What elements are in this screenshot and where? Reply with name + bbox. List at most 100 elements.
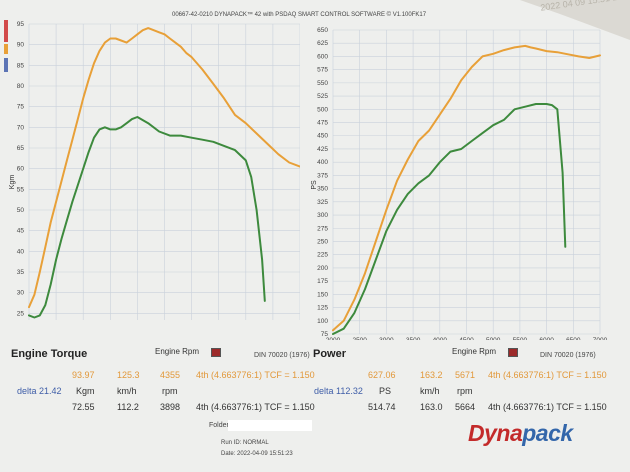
blue-tab (4, 58, 8, 72)
folder-redaction (228, 420, 312, 431)
y-tick-label: 350 (317, 186, 328, 193)
y-tick-label: 575 (317, 67, 328, 74)
rpm-unit: rpm (162, 386, 178, 396)
y-tick-label: 650 (317, 27, 328, 34)
x-tick-label: 5000 (486, 337, 501, 340)
power-peak-value: 627.06 (368, 370, 396, 380)
torque-title: Engine Torque (11, 348, 88, 360)
series-line-green (28, 116, 266, 319)
x-tick-label: 7000 (593, 337, 608, 340)
y-axis-title: PS (311, 180, 318, 190)
power-title: Power (313, 348, 347, 360)
torque-green-speed: 112.2 (117, 402, 139, 412)
rpm-unit: rpm (457, 386, 473, 396)
y-tick-label: 55 (17, 186, 25, 193)
run-date: Date: 2022-04-09 15:51:23 (221, 451, 293, 457)
y-tick-label: 525 (317, 93, 328, 100)
torque-peak-gear: 4th (4.663776:1) TCF = 1.150 (196, 370, 315, 380)
y-tick-label: 375 (317, 172, 328, 179)
folder-label: Folder: (209, 422, 231, 429)
speed-unit: km/h (420, 386, 440, 396)
y-tick-label: 35 (17, 269, 25, 276)
y-tick-label: 45 (17, 228, 25, 235)
y-tick-label: 85 (17, 62, 25, 69)
y-tick-label: 175 (317, 278, 328, 285)
y-tick-label: 25 (17, 310, 25, 317)
power-green-rpm: 5664 (455, 402, 476, 412)
torque-unit: Kgm (76, 386, 95, 396)
x-tick-label: 3500 (406, 337, 421, 340)
y-tick-label: 250 (317, 238, 328, 245)
power-green-gear: 4th (4.663776:1) TCF = 1.150 (488, 402, 607, 412)
power-xlabel: Engine Rpm (452, 347, 497, 356)
power-unit: PS (379, 386, 392, 396)
x-tick-label: 4500 (459, 337, 474, 340)
torque-xlabel: Engine Rpm (155, 347, 200, 356)
y-tick-label: 550 (317, 80, 328, 87)
y-tick-label: 200 (317, 265, 328, 272)
y-tick-label: 300 (317, 212, 328, 219)
sheet-header: 00667-42-0210 DYNAPACK™ 42 with PSDAQ SM… (172, 12, 427, 18)
y-tick-label: 400 (317, 159, 328, 166)
run-id: Run ID: NORMAL (221, 440, 269, 446)
red-tab (4, 20, 8, 42)
rpm-selector-icon[interactable] (211, 348, 221, 357)
power-standard: DIN 70020 (1976) (540, 352, 596, 359)
x-tick-label: 2500 (352, 337, 367, 340)
power-peak-gear: 4th (4.663776:1) TCF = 1.150 (488, 370, 607, 380)
y-tick-label: 125 (317, 305, 328, 312)
x-tick-label: 6500 (566, 337, 581, 340)
y-tick-label: 475 (317, 120, 328, 127)
dynapack-logo: Dynapack (468, 420, 573, 447)
torque-chart: 2000250030003500400045005000550060006500… (9, 21, 300, 320)
rpm-selector-icon[interactable] (508, 348, 518, 357)
y-tick-label: 75 (17, 104, 25, 111)
y-tick-label: 40 (17, 248, 25, 255)
y-tick-label: 90 (17, 42, 25, 49)
series-line-orange (28, 27, 300, 309)
y-axis-title: Kgm (9, 175, 16, 190)
y-tick-label: 60 (17, 166, 25, 173)
torque-peak-value: 93.97 (72, 370, 95, 380)
logo-text-dyna: Dyna (468, 420, 523, 446)
y-tick-label: 625 (317, 40, 328, 47)
y-tick-label: 75 (321, 331, 329, 338)
speed-unit: km/h (117, 386, 137, 396)
torque-delta: delta 21.42 (17, 386, 62, 396)
y-tick-label: 500 (317, 106, 328, 113)
x-tick-label: 2000 (326, 337, 341, 340)
power-delta: delta 112.32 (314, 386, 363, 396)
y-tick-label: 150 (317, 291, 328, 298)
series-line-green (332, 103, 567, 335)
power-green-speed: 163.0 (420, 402, 443, 412)
torque-peak-speed: 125.3 (117, 370, 140, 380)
torque-green-gear: 4th (4.663776:1) TCF = 1.150 (196, 402, 315, 412)
logo-text-pack: pack (522, 420, 573, 446)
orange-tab (4, 44, 8, 54)
torque-green-rpm: 3898 (160, 402, 181, 412)
power-peak-speed: 163.2 (420, 370, 443, 380)
y-tick-label: 600 (317, 53, 328, 60)
x-tick-label: 4000 (433, 337, 448, 340)
torque-peak-rpm: 4355 (160, 370, 181, 380)
y-tick-label: 50 (17, 207, 25, 214)
torque-green-value: 72.55 (72, 402, 95, 412)
y-tick-label: 450 (317, 133, 328, 140)
y-tick-label: 30 (17, 290, 25, 297)
y-tick-label: 95 (17, 21, 25, 28)
x-tick-label: 6000 (539, 337, 554, 340)
y-tick-label: 65 (17, 145, 25, 152)
x-tick-label: 3000 (379, 337, 394, 340)
y-tick-label: 425 (317, 146, 328, 153)
torque-standard: DIN 70020 (1976) (254, 352, 310, 359)
y-tick-label: 70 (17, 124, 25, 131)
y-tick-label: 100 (317, 318, 328, 325)
power-green-value: 514.74 (368, 402, 396, 412)
power-peak-rpm: 5671 (455, 370, 476, 380)
y-tick-label: 275 (317, 225, 328, 232)
y-tick-label: 325 (317, 199, 328, 206)
